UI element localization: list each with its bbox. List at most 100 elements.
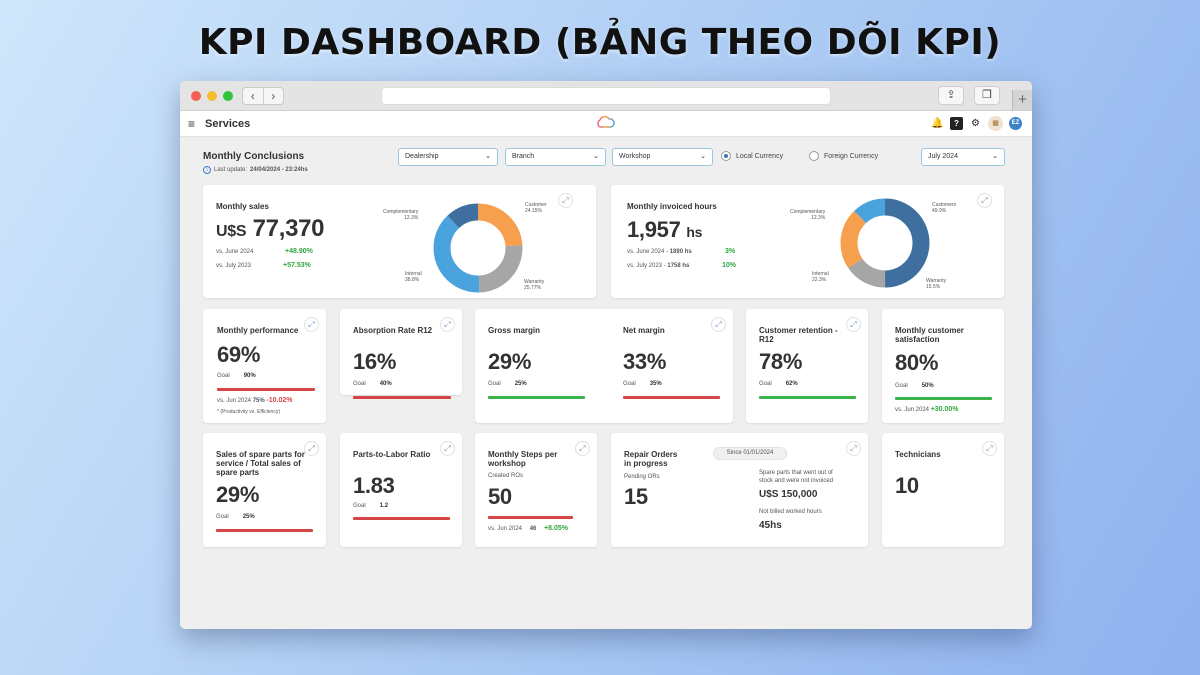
margin-card: Gross margin 29% Goal 25% Net margin 33% … bbox=[475, 309, 733, 423]
minimize-window-button[interactable] bbox=[207, 91, 217, 101]
share-icon[interactable]: ⇪ bbox=[938, 86, 964, 105]
local-currency-label: Local Currency bbox=[736, 152, 784, 160]
donut1-label-warranty: Warranty 25.77% bbox=[524, 279, 544, 291]
foreign-currency-label: Foreign Currency bbox=[824, 152, 879, 160]
month-select[interactable]: July 2024 ⌄ bbox=[921, 148, 1005, 166]
expand-icon[interactable]: ⤢ bbox=[304, 441, 319, 456]
hours-cmp2: vs. July 2023 - 1758 hs bbox=[627, 263, 689, 269]
steps-cmp: vs. Jun 2024 46 +8.05% bbox=[488, 525, 568, 532]
foreign-currency-radio[interactable]: Foreign Currency bbox=[809, 151, 878, 161]
spare-parts-label: Sales of spare parts for service / Total… bbox=[216, 450, 305, 477]
satisfaction-bar bbox=[895, 397, 992, 400]
expand-icon[interactable]: ⤢ bbox=[304, 317, 319, 332]
chevron-down-icon: ⌄ bbox=[593, 153, 599, 160]
monthly-sales-label: Monthly sales bbox=[216, 202, 269, 211]
satisfaction-label: Monthly customer satisfaction bbox=[895, 326, 964, 344]
cmp2-label: vs. July 2023 bbox=[216, 263, 252, 269]
expand-icon[interactable]: ⤢ bbox=[558, 193, 573, 208]
page-title: Monthly Conclusions bbox=[203, 151, 305, 162]
back-button[interactable]: ‹ bbox=[250, 89, 255, 103]
donut1-internal-name: Internal bbox=[405, 271, 422, 277]
month-select-label: July 2024 bbox=[928, 153, 958, 160]
clock-icon: i bbox=[203, 166, 211, 174]
hours-cmp1: vs. June 2024 - 1890 hs bbox=[627, 249, 692, 255]
currency-label: U$S bbox=[216, 223, 247, 240]
address-bar[interactable] bbox=[381, 87, 831, 105]
technicians-card: Technicians 10 ⤢ bbox=[882, 433, 1004, 547]
invoiced-hours-label: Monthly invoiced hours bbox=[627, 202, 717, 211]
last-update: i Last update: 24/04/2024 - 23:24hs bbox=[203, 166, 308, 174]
retention-value: 78% bbox=[759, 349, 803, 374]
cmp-delta: -10.02% bbox=[266, 397, 293, 404]
steps-card: Monthly Steps per workshop Created ROs 5… bbox=[475, 433, 597, 547]
close-window-button[interactable] bbox=[191, 91, 201, 101]
repair-orders-label: Repair Orders in progress bbox=[624, 450, 678, 468]
last-update-value: 24/04/2024 - 23:24hs bbox=[250, 167, 308, 173]
donut2-warranty-name: Warranty bbox=[926, 278, 947, 284]
unbilled-hours-value: 45hs bbox=[759, 520, 782, 531]
pending-value: 15 bbox=[624, 484, 648, 509]
goal-value: 90% bbox=[243, 373, 256, 379]
spare-parts-goal: Goal 25% bbox=[216, 514, 255, 520]
expand-icon[interactable]: ⤢ bbox=[846, 441, 861, 456]
browser-toolbar: ‹ › ⇪ ❐ + bbox=[180, 81, 1032, 111]
hours-cmp1-hours: 1890 hs bbox=[669, 249, 692, 255]
expand-icon[interactable]: ⤢ bbox=[440, 317, 455, 332]
tabs-icon[interactable]: ❐ bbox=[974, 86, 1000, 105]
performance-value: 69% bbox=[217, 342, 261, 367]
browser-window: ‹ › ⇪ ❐ + ≡ Services 🔔 ? ⚙ ▦ EZ Monthly … bbox=[180, 81, 1032, 629]
page-headline: KPI DASHBOARD (BẢNG THEO DÕI KPI) bbox=[198, 22, 1002, 63]
expand-icon[interactable]: ⤢ bbox=[440, 441, 455, 456]
spare-parts-card: Sales of spare parts for service / Total… bbox=[203, 433, 326, 547]
performance-card: Monthly performance 69% Goal 90% vs. Jun … bbox=[203, 309, 326, 423]
goal-label: Goal bbox=[217, 373, 230, 379]
parts-labor-card: Parts-to-Labor Ratio 1.83 Goal 1.2 ⤢ bbox=[340, 433, 462, 547]
menu-icon[interactable]: ≡ bbox=[188, 117, 196, 131]
goal-label: Goal bbox=[488, 381, 501, 387]
bell-icon[interactable]: 🔔 bbox=[931, 118, 944, 129]
local-currency-radio[interactable]: Local Currency bbox=[721, 151, 783, 161]
retention-card: Customer retention - R12 78% Goal 62% ⤢ bbox=[746, 309, 868, 423]
goal-label: Goal bbox=[353, 381, 366, 387]
invoiced-hours-value: 1,957 hs bbox=[627, 217, 702, 243]
workshop-select[interactable]: Workshop ⌄ bbox=[612, 148, 713, 166]
hours-cmp2-label: vs. July 2023 - bbox=[627, 263, 666, 269]
sales-amount: 77,370 bbox=[252, 215, 325, 242]
chevron-down-icon: ⌄ bbox=[485, 153, 491, 160]
app-title: Services bbox=[205, 118, 251, 130]
absorption-goal: Goal 40% bbox=[353, 381, 392, 387]
goal-label: Goal bbox=[759, 381, 772, 387]
expand-icon[interactable]: ⤢ bbox=[982, 441, 997, 456]
forward-button[interactable]: › bbox=[262, 88, 284, 104]
maximize-window-button[interactable] bbox=[223, 91, 233, 101]
dealership-select[interactable]: Dealership ⌄ bbox=[398, 148, 498, 166]
branch-select[interactable]: Branch ⌄ bbox=[505, 148, 606, 166]
goal-value: 25% bbox=[242, 514, 255, 520]
absorption-bar bbox=[353, 396, 451, 399]
new-tab-button[interactable]: + bbox=[1012, 90, 1032, 111]
help-icon[interactable]: ? bbox=[950, 117, 963, 130]
retention-label: Customer retention - R12 bbox=[759, 326, 838, 344]
expand-icon[interactable]: ⤢ bbox=[711, 317, 726, 332]
hours-amount: 1,957 bbox=[627, 217, 681, 242]
hours-donut-chart bbox=[840, 198, 930, 288]
donut-slice-warranty bbox=[433, 203, 523, 293]
net-margin-bar bbox=[623, 396, 720, 399]
performance-bar bbox=[217, 388, 315, 391]
expand-icon[interactable]: ⤢ bbox=[977, 193, 992, 208]
workshop-select-label: Workshop bbox=[619, 153, 651, 160]
cmp-prev: 75% bbox=[252, 398, 265, 404]
avatar[interactable]: EZ bbox=[1009, 117, 1022, 130]
cloud-logo-icon bbox=[597, 115, 615, 128]
expand-icon[interactable]: ⤢ bbox=[575, 441, 590, 456]
cmp2-value: +57.53% bbox=[283, 262, 311, 269]
gear-icon[interactable]: ⚙ bbox=[971, 118, 980, 129]
hours-unit: hs bbox=[686, 224, 703, 240]
apps-icon[interactable]: ▦ bbox=[988, 116, 1003, 131]
goal-value: 1.2 bbox=[379, 503, 389, 509]
donut1-customer-pct: 24.15% bbox=[525, 208, 542, 214]
donut2-label-warranty: Warranty 15.5% bbox=[926, 278, 946, 290]
expand-icon[interactable]: ⤢ bbox=[846, 317, 861, 332]
net-margin-label: Net margin bbox=[623, 326, 665, 335]
branch-select-label: Branch bbox=[512, 153, 535, 160]
